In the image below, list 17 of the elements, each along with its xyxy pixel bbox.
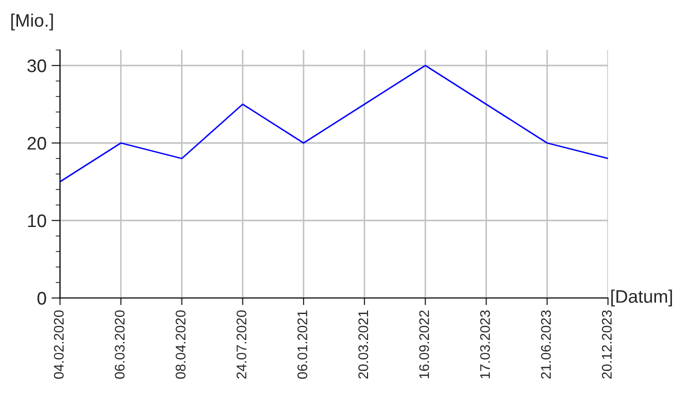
x-axis-title: [Datum] bbox=[611, 290, 672, 306]
y-axis-title: [Mio.] bbox=[11, 14, 53, 30]
x-tick-label: 20.12.2023 bbox=[602, 310, 612, 379]
x-tick-label: 17.03.2023 bbox=[480, 310, 490, 378]
x-tick-label: 16.09.2022 bbox=[419, 310, 430, 378]
y-tick-label: 0 bbox=[37, 292, 46, 305]
x-tick-label: 24.07.2020 bbox=[236, 310, 246, 379]
y-tick-label: 30 bbox=[27, 59, 46, 72]
y-tick-label: 10 bbox=[28, 214, 46, 228]
x-tick-label: 08.04.2020 bbox=[176, 310, 186, 379]
line-series bbox=[60, 64, 608, 182]
y-tick-label: 20 bbox=[28, 136, 46, 150]
x-tick-label: 20.03.2021 bbox=[358, 310, 368, 379]
x-tick-label: 06.01.2021 bbox=[297, 310, 308, 379]
x-tick-label: 04.02.2020 bbox=[54, 310, 64, 379]
x-tick-label: 06.03.2020 bbox=[114, 310, 125, 379]
x-tick-label: 21.06.2023 bbox=[541, 310, 551, 379]
